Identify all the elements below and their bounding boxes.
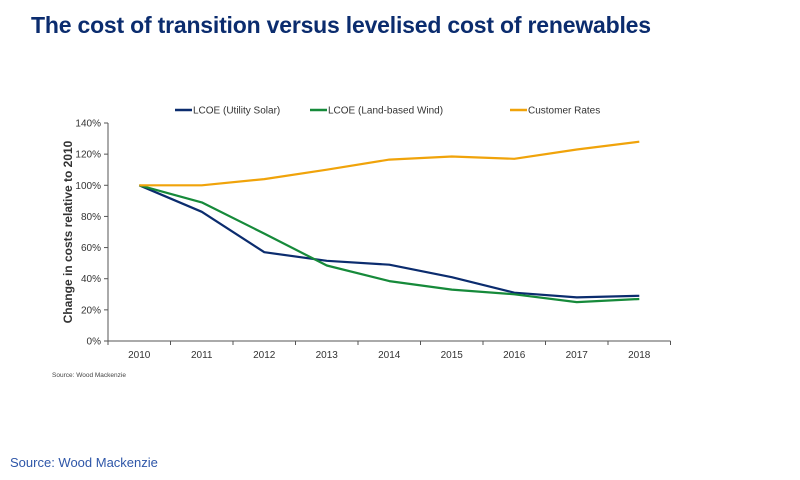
- axes: 0% 20% 40% 60% 80% 100% 120% 140% 2010 2011 2012 20…: [75, 119, 671, 361]
- series-line-2: [139, 140, 640, 187]
- x-tick-label: 2018: [628, 350, 651, 361]
- x-tick-label: 2014: [378, 350, 401, 361]
- y-tick-label: 120%: [75, 150, 101, 161]
- series-lines: [138, 140, 640, 304]
- x-tick-label: 2016: [503, 350, 526, 361]
- y-tick-label: 80%: [81, 212, 101, 223]
- series-line-1: [139, 184, 640, 304]
- y-tick-label: 140%: [75, 119, 101, 130]
- legend-label: LCOE (Land-based Wind): [328, 106, 443, 117]
- y-tick-label: 60%: [81, 243, 101, 254]
- footer-source: Source: Wood Mackenzie: [10, 455, 158, 470]
- x-tick-label: 2013: [316, 350, 339, 361]
- x-tick-label: 2012: [253, 350, 276, 361]
- x-tick-label: 2010: [128, 350, 151, 361]
- y-tick-label: 0%: [87, 337, 102, 348]
- y-axis-label: Change in costs relative to 2010: [61, 140, 75, 323]
- y-tick-label: 40%: [81, 274, 101, 285]
- x-tick-label: 2011: [191, 350, 213, 361]
- series-line-0: [138, 184, 640, 299]
- legend-label: LCOE (Utility Solar): [193, 106, 280, 117]
- legend-label: Customer Rates: [528, 106, 600, 117]
- page-title: The cost of transition versus levelised …: [31, 12, 651, 38]
- x-tick-label: 2017: [566, 350, 589, 361]
- y-tick-label: 20%: [81, 305, 101, 316]
- chart-source-note: Source: Wood Mackenzie: [52, 372, 126, 379]
- y-tick-label: 100%: [75, 181, 101, 192]
- x-tick-label: 2015: [441, 350, 464, 361]
- legend: LCOE (Utility Solar) LCOE (Land-based Win…: [175, 106, 600, 117]
